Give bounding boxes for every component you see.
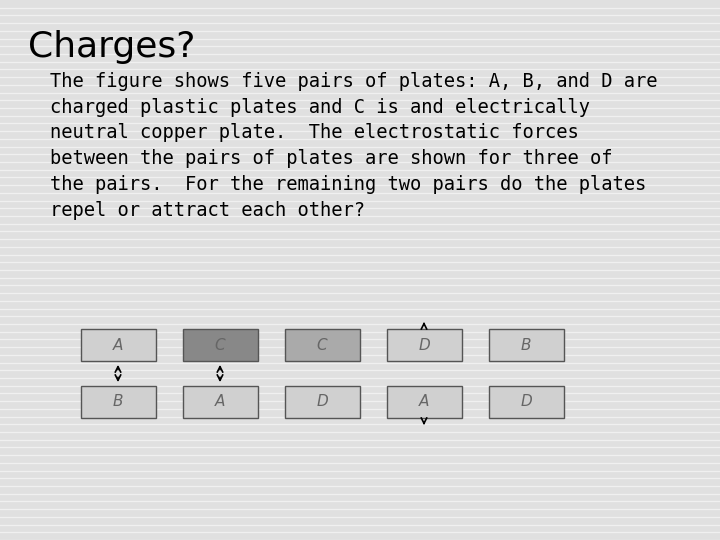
Bar bbox=[488, 329, 564, 361]
Text: The figure shows five pairs of plates: A, B, and D are
charged plastic plates an: The figure shows five pairs of plates: A… bbox=[50, 72, 657, 220]
Text: A: A bbox=[215, 395, 225, 409]
Text: D: D bbox=[418, 338, 430, 353]
Text: C: C bbox=[215, 338, 225, 353]
Bar bbox=[284, 386, 359, 418]
Bar bbox=[387, 329, 462, 361]
Bar bbox=[284, 329, 359, 361]
Text: B: B bbox=[521, 338, 531, 353]
Text: D: D bbox=[316, 395, 328, 409]
Text: A: A bbox=[419, 395, 429, 409]
Bar bbox=[81, 329, 156, 361]
Text: B: B bbox=[113, 395, 123, 409]
Bar bbox=[182, 386, 258, 418]
Text: C: C bbox=[317, 338, 328, 353]
Bar bbox=[387, 386, 462, 418]
Text: A: A bbox=[113, 338, 123, 353]
Bar bbox=[488, 386, 564, 418]
Text: Charges?: Charges? bbox=[28, 30, 195, 64]
Bar bbox=[81, 386, 156, 418]
Text: D: D bbox=[520, 395, 532, 409]
Bar bbox=[182, 329, 258, 361]
